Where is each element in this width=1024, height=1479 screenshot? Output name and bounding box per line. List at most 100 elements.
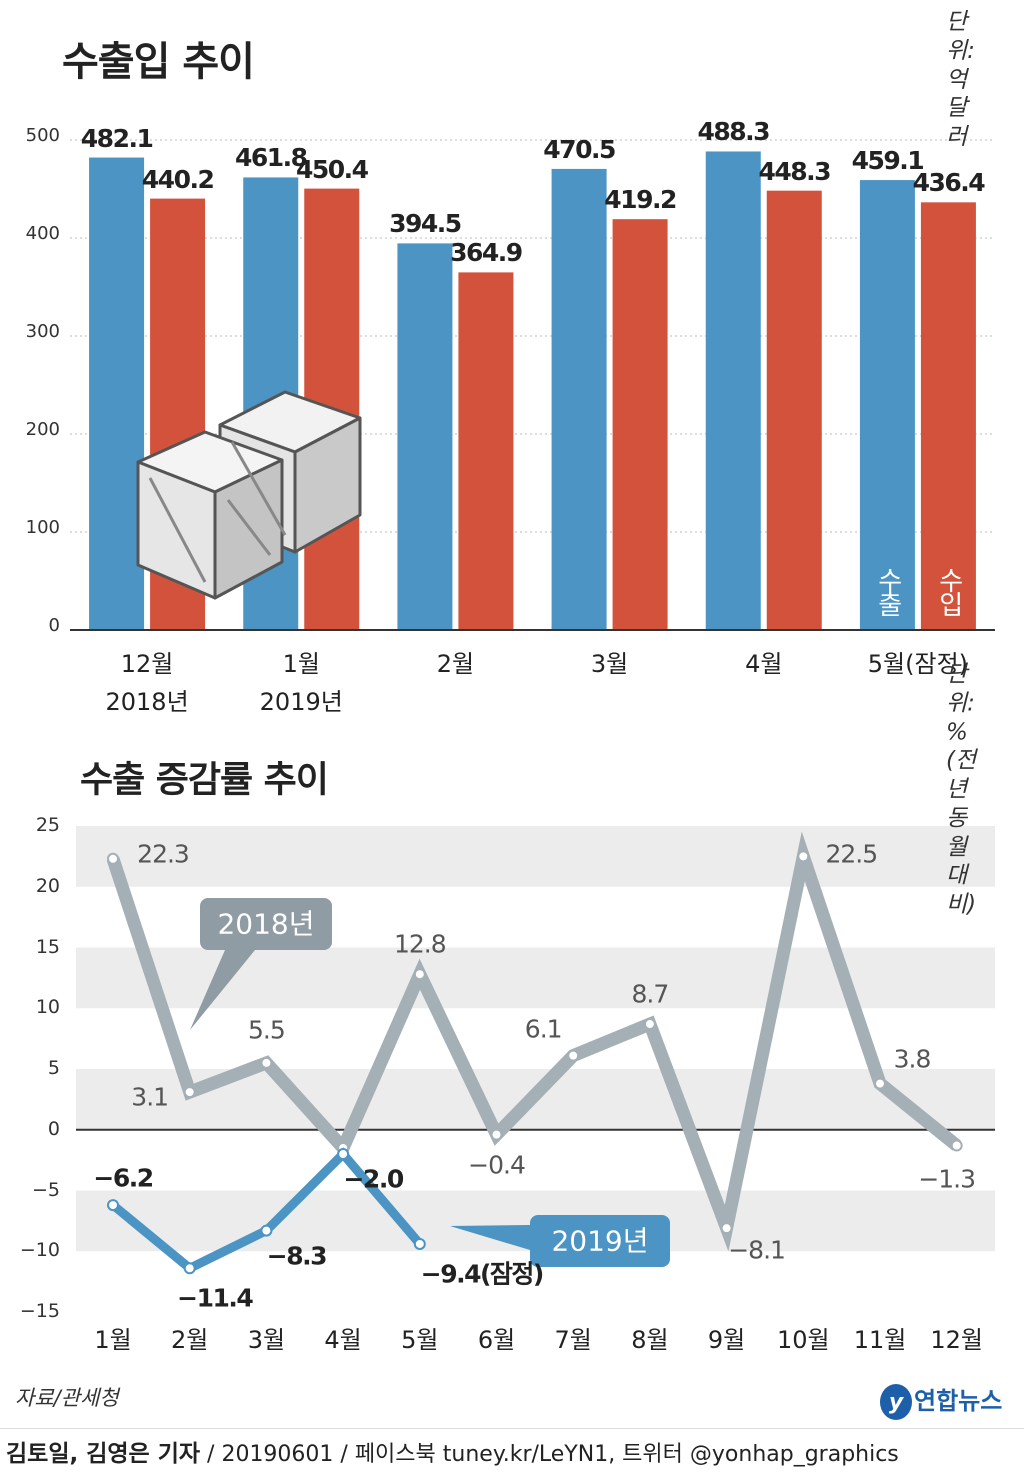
value-label: 450.4 bbox=[295, 154, 369, 184]
y-tick-label: 400 bbox=[25, 222, 60, 244]
value-label: 448.3 bbox=[758, 156, 831, 186]
value-label: 3.1 bbox=[131, 1082, 169, 1112]
x-tick-label: 4월 bbox=[745, 650, 783, 678]
x-tick-label: 8월 bbox=[631, 1326, 669, 1354]
svg-text:y: y bbox=[889, 1390, 905, 1415]
point bbox=[720, 1222, 733, 1235]
value-label: 22.3 bbox=[137, 839, 190, 869]
x-tick-label: 5월 bbox=[401, 1326, 439, 1354]
y-tick-label: 10 bbox=[35, 996, 60, 1019]
bar bbox=[397, 243, 453, 630]
y-tick-label: 20 bbox=[35, 874, 60, 897]
value-label: −6.2 bbox=[93, 1163, 154, 1193]
legend-label: 2018년 bbox=[217, 907, 315, 941]
x-tick-label: 3월 bbox=[590, 650, 629, 678]
bar bbox=[705, 151, 761, 630]
credit-info: / 20190601 / 페이스북 tuney.kr/LeYN1, 트위터 @y… bbox=[200, 1442, 899, 1467]
value-label: 488.3 bbox=[697, 117, 770, 147]
source: 자료/관세청 bbox=[15, 1386, 119, 1410]
point bbox=[490, 1128, 503, 1141]
point bbox=[107, 852, 119, 865]
bar bbox=[612, 219, 668, 630]
point bbox=[874, 1077, 886, 1090]
unit-label: 단위: 억 달러 bbox=[946, 9, 975, 151]
legend-label: 수입 bbox=[933, 567, 964, 615]
value-label: 12.8 bbox=[393, 929, 447, 959]
credit-bar: 김토일, 김영은 기자 / 20190601 / 페이스북 tuney.kr/L… bbox=[0, 1428, 1024, 1479]
x-tick-label: 1월 2019년 bbox=[259, 650, 343, 716]
value-label: 470.5 bbox=[543, 134, 616, 164]
y-tick-label: 15 bbox=[35, 935, 60, 958]
value-label: −0.4 bbox=[468, 1149, 526, 1179]
x-tick-label: 11월 bbox=[853, 1326, 907, 1354]
point bbox=[337, 1148, 350, 1161]
value-label: 440.2 bbox=[141, 164, 215, 194]
legend-pointer bbox=[190, 950, 255, 1030]
line bbox=[106, 831, 961, 1252]
y-tick-label: −10 bbox=[19, 1239, 60, 1262]
legend-pointer bbox=[450, 1225, 530, 1250]
bar bbox=[766, 190, 822, 630]
value-label: 6.1 bbox=[524, 1014, 563, 1043]
x-tick-label: 9월 bbox=[707, 1326, 746, 1354]
x-tick-label: 2월 bbox=[171, 1326, 209, 1354]
x-tick-label: 3월 bbox=[247, 1326, 286, 1354]
x-tick-label: 6월 bbox=[477, 1326, 516, 1354]
value-label: 5.5 bbox=[248, 1015, 286, 1045]
bar bbox=[458, 272, 514, 630]
y-tick-label: 0 bbox=[47, 1117, 60, 1140]
point bbox=[183, 1086, 196, 1099]
value-label: −1.3 bbox=[918, 1163, 976, 1193]
logo-mark: y bbox=[880, 1384, 912, 1420]
value-label: 459.1 bbox=[851, 145, 925, 175]
logo-text: 연합뉴스 bbox=[914, 1387, 1003, 1415]
point bbox=[413, 968, 426, 981]
y-tick-label: 100 bbox=[25, 516, 60, 538]
unit-label: 단위: % (전년 동월 대비) bbox=[946, 661, 977, 918]
value-label: 8.7 bbox=[631, 979, 670, 1009]
point bbox=[797, 850, 810, 863]
point bbox=[260, 1056, 273, 1069]
point bbox=[107, 1199, 119, 1212]
value-label: 3.8 bbox=[893, 1043, 932, 1073]
point bbox=[413, 1237, 426, 1250]
value-label: 461.8 bbox=[234, 143, 308, 173]
x-tick-label: 4월 bbox=[324, 1326, 362, 1354]
value-label: 22.5 bbox=[825, 839, 878, 869]
value-label: −11.4 bbox=[177, 1283, 254, 1313]
value-label: −8.3 bbox=[266, 1240, 328, 1270]
x-tick-label: 10월 bbox=[776, 1326, 830, 1354]
y-tick-label: 500 bbox=[25, 124, 60, 146]
x-tick-label: 12월 2018년 bbox=[105, 650, 189, 716]
point bbox=[643, 1018, 656, 1031]
chart-title: 수출입 추이 bbox=[62, 39, 255, 85]
value-label: 436.4 bbox=[912, 168, 986, 198]
legend-label: 수출 bbox=[872, 567, 903, 615]
point bbox=[260, 1224, 273, 1237]
bar bbox=[920, 202, 976, 630]
legend-box bbox=[200, 898, 332, 950]
value-label: 394.5 bbox=[389, 209, 462, 239]
chart-title: 수출 증감률 추이 bbox=[80, 759, 329, 801]
y-tick-label: 5 bbox=[47, 1057, 60, 1080]
value-label: 482.1 bbox=[80, 123, 154, 153]
x-tick-label: 7월 bbox=[554, 1326, 592, 1354]
x-tick-label: 1월 bbox=[94, 1326, 132, 1354]
value-label: −9.4(잠정) bbox=[420, 1259, 545, 1289]
y-tick-label: 25 bbox=[35, 814, 60, 837]
y-tick-label: 200 bbox=[25, 418, 60, 440]
x-tick-label: 5월(잠정) bbox=[867, 650, 969, 678]
y-tick-label: 0 bbox=[48, 614, 60, 636]
legend-label: 2019년 bbox=[551, 1224, 649, 1258]
value-label: −8.1 bbox=[728, 1235, 786, 1265]
bar bbox=[859, 180, 915, 630]
y-tick-label: −5 bbox=[31, 1178, 60, 1201]
value-label: 419.2 bbox=[604, 184, 677, 214]
point bbox=[183, 1262, 196, 1275]
x-tick-label: 2월 bbox=[436, 650, 475, 678]
credit-names: 김토일, 김영은 기자 bbox=[6, 1441, 201, 1467]
crate-illustration bbox=[136, 390, 362, 600]
value-label: 364.9 bbox=[450, 238, 523, 268]
